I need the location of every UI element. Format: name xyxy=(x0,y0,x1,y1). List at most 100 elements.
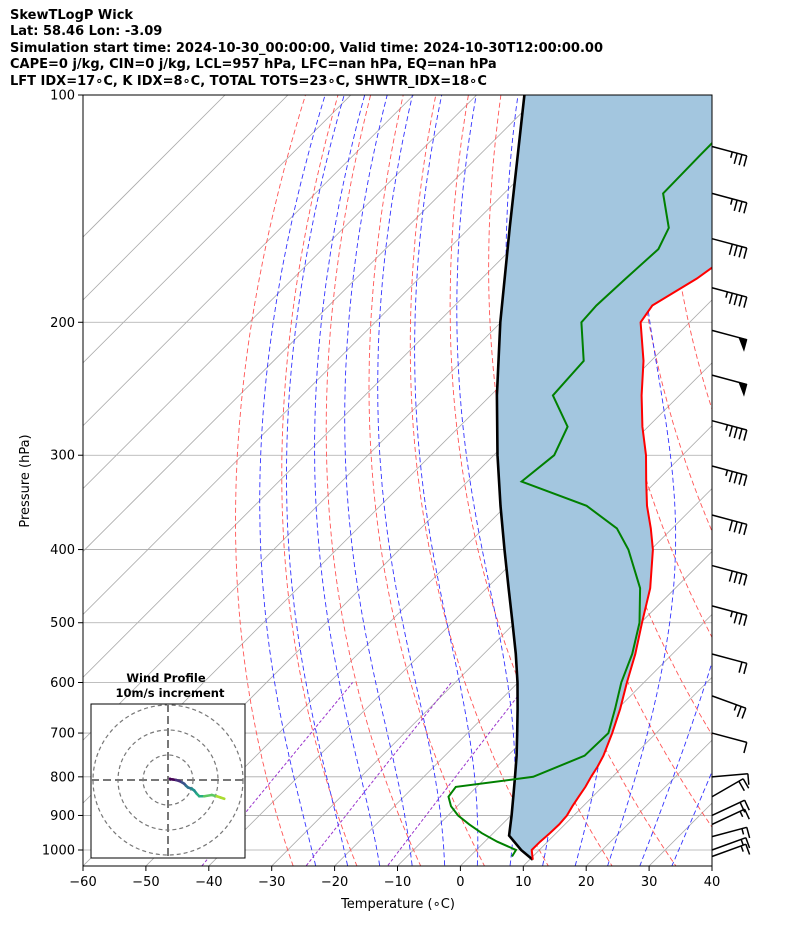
moist-adiabat xyxy=(314,95,381,866)
wind-barb-half xyxy=(733,704,738,711)
wind-barb-staff xyxy=(711,732,747,744)
wind-barb xyxy=(711,564,748,586)
wind-barb xyxy=(711,605,748,627)
cape-line: CAPE=0 j/kg, CIN=0 j/kg, LCL=957 hPa, LF… xyxy=(10,57,497,73)
wind-barb xyxy=(711,653,748,675)
wind-barb-full xyxy=(738,428,743,440)
wind-barb-full xyxy=(738,154,743,166)
wind-barb-full xyxy=(738,201,743,213)
y-tick-label: 900 xyxy=(50,809,75,824)
isotherm xyxy=(83,95,415,427)
x-tick-label: 0 xyxy=(456,875,464,890)
wind-barb-full xyxy=(733,153,738,165)
wind-barb-full xyxy=(743,202,748,214)
wind-barb xyxy=(711,514,748,536)
wind-barb xyxy=(711,329,748,352)
wind-barb-full xyxy=(739,802,746,813)
wind-barb-full xyxy=(743,742,748,754)
y-tick-label: 100 xyxy=(50,89,75,104)
parcel-profile-line xyxy=(495,95,534,861)
moist-adiabat xyxy=(377,95,446,866)
wind-barb-full xyxy=(743,799,750,811)
wind-barb-half xyxy=(729,611,734,618)
y-tick-label: 800 xyxy=(50,770,75,785)
wind-barb-full xyxy=(733,612,738,624)
lat-lon-line: Lat: 58.46 Lon: -3.09 xyxy=(10,24,163,40)
wind-barb-staff xyxy=(711,653,747,665)
dry-adiabat xyxy=(728,78,794,881)
wind-barb xyxy=(711,799,750,817)
wind-barb-full xyxy=(728,292,734,304)
wind-barb xyxy=(711,465,748,487)
isotherm xyxy=(585,739,712,866)
wind-barb-pennant xyxy=(738,336,748,352)
wind-barb-staff xyxy=(711,192,747,204)
wind-barb-full xyxy=(733,572,738,584)
wind-barb xyxy=(711,145,748,167)
wind-barb-staff xyxy=(711,843,747,858)
wind-barb-half xyxy=(740,845,744,852)
wind-barb-staff xyxy=(711,836,747,851)
wind-barb-full xyxy=(743,524,748,536)
wind-barb-half xyxy=(741,828,745,835)
cape-cin-shading xyxy=(496,95,712,860)
wind-barb-full xyxy=(745,843,751,855)
wind-barb-full xyxy=(733,521,738,533)
hodograph-plot xyxy=(91,704,245,858)
wind-barb-full xyxy=(733,245,738,257)
dry-adiabat xyxy=(409,95,549,866)
x-tick-label: −40 xyxy=(195,875,222,890)
index-line: LFT IDX=17∘C, K IDX=8∘C, TOTAL TOTS=23∘C… xyxy=(10,73,487,89)
wind-barb-staff xyxy=(711,419,747,431)
wind-barb xyxy=(711,695,747,719)
wind-barb-staff xyxy=(711,695,747,709)
wind-barb-full xyxy=(743,663,748,675)
isotherm xyxy=(83,95,352,364)
y-tick-label: 500 xyxy=(50,616,75,631)
moist-adiabat xyxy=(414,95,479,866)
wind-barb-half xyxy=(729,151,734,158)
wind-barb xyxy=(711,778,750,798)
wind-barb-staff xyxy=(711,465,747,477)
wind-barb-full xyxy=(738,661,743,673)
wind-barb-half xyxy=(739,811,744,818)
wind-barb-full xyxy=(733,427,738,439)
wind-barb-staff xyxy=(711,605,747,616)
wind-barb-full xyxy=(736,706,742,718)
wind-barb-staff xyxy=(711,772,748,778)
wind-barb-full xyxy=(743,475,748,487)
dry-adiabat xyxy=(281,95,358,866)
wind-barb xyxy=(711,287,748,308)
wind-barb-full xyxy=(738,780,745,792)
wind-barb-staff xyxy=(711,826,747,838)
wind-barb-full xyxy=(733,294,738,306)
isotherm xyxy=(83,95,603,615)
wind-barb-full xyxy=(728,243,734,255)
isotherm xyxy=(334,488,712,866)
y-tick-label: 1000 xyxy=(42,844,75,859)
wind-barb-full xyxy=(747,773,750,785)
x-tick-label: 30 xyxy=(641,875,658,890)
wind-barb xyxy=(711,808,750,826)
wind-barb-full xyxy=(743,296,748,308)
wind-barb-full xyxy=(738,246,743,258)
x-axis-label: Temperature (∘C) xyxy=(340,897,455,912)
x-tick-label: −10 xyxy=(384,875,411,890)
dry-adiabat xyxy=(488,95,677,866)
wind-barb-half xyxy=(740,839,744,846)
wind-barb-staff xyxy=(711,514,747,526)
wind-barb-full xyxy=(746,827,751,839)
wind-barb xyxy=(711,192,748,214)
dry-adiabat xyxy=(235,95,306,866)
x-tick-label: 40 xyxy=(704,875,721,890)
wind-barb-full xyxy=(741,707,747,719)
wind-barb-full xyxy=(728,471,734,483)
wind-barb-full xyxy=(742,778,750,789)
x-tick-label: −50 xyxy=(132,875,159,890)
wind-barb-half xyxy=(725,291,729,298)
chart-header: SkewTLogP Wick Lat: 58.46 Lon: -3.09 Sim… xyxy=(10,8,603,90)
isotherm xyxy=(522,676,712,866)
wind-barb xyxy=(711,419,748,441)
y-axis: 100 200 300 400 500 600 700 800 900 1000 xyxy=(42,89,83,859)
wind-barb-staff xyxy=(711,237,747,249)
